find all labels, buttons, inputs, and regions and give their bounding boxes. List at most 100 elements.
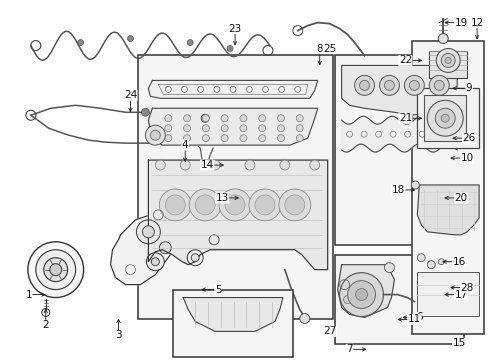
- Circle shape: [310, 160, 319, 170]
- Circle shape: [259, 135, 266, 141]
- Polygon shape: [148, 160, 328, 270]
- Text: 28: 28: [461, 283, 474, 293]
- Polygon shape: [183, 298, 283, 332]
- Text: 11: 11: [408, 314, 421, 324]
- Text: 24: 24: [124, 90, 137, 100]
- Circle shape: [296, 115, 303, 122]
- Text: 7: 7: [346, 345, 353, 354]
- Circle shape: [277, 115, 285, 122]
- Circle shape: [340, 273, 384, 316]
- Circle shape: [360, 80, 369, 90]
- Text: 8: 8: [317, 44, 323, 54]
- Bar: [335, 255, 464, 345]
- Circle shape: [427, 261, 435, 269]
- Circle shape: [155, 160, 165, 170]
- Circle shape: [435, 108, 455, 128]
- Circle shape: [441, 54, 455, 67]
- Circle shape: [210, 160, 220, 170]
- Circle shape: [165, 125, 172, 132]
- Text: 13: 13: [216, 193, 229, 203]
- Circle shape: [221, 135, 228, 141]
- Circle shape: [412, 181, 419, 189]
- Circle shape: [259, 115, 266, 122]
- Circle shape: [165, 115, 172, 122]
- Circle shape: [191, 254, 199, 262]
- Circle shape: [159, 242, 171, 254]
- Text: 12: 12: [470, 18, 484, 28]
- Circle shape: [28, 242, 84, 298]
- Polygon shape: [417, 185, 479, 235]
- Text: 3: 3: [115, 330, 122, 341]
- Circle shape: [184, 125, 191, 132]
- Circle shape: [245, 160, 255, 170]
- Circle shape: [427, 100, 463, 136]
- Bar: [173, 289, 293, 357]
- Circle shape: [184, 135, 191, 141]
- Bar: [335, 55, 464, 245]
- Circle shape: [50, 264, 62, 276]
- Bar: [413, 41, 484, 334]
- Text: 26: 26: [463, 133, 476, 143]
- Circle shape: [355, 75, 374, 95]
- Circle shape: [184, 115, 191, 122]
- Circle shape: [195, 195, 215, 215]
- Circle shape: [343, 296, 352, 303]
- Circle shape: [225, 195, 245, 215]
- Polygon shape: [111, 215, 180, 285]
- Circle shape: [136, 220, 160, 244]
- Text: 17: 17: [455, 289, 468, 300]
- Circle shape: [219, 189, 251, 221]
- Circle shape: [42, 309, 50, 316]
- Circle shape: [438, 259, 444, 265]
- Polygon shape: [342, 66, 457, 115]
- Circle shape: [255, 195, 275, 215]
- Polygon shape: [338, 265, 394, 318]
- Circle shape: [77, 40, 84, 45]
- Circle shape: [404, 75, 424, 95]
- Circle shape: [150, 130, 160, 140]
- Text: 4: 4: [182, 140, 189, 150]
- Circle shape: [187, 40, 193, 45]
- Circle shape: [356, 289, 368, 301]
- Circle shape: [429, 75, 449, 95]
- Text: 1: 1: [25, 289, 32, 300]
- Circle shape: [347, 280, 375, 309]
- Circle shape: [436, 49, 460, 72]
- Circle shape: [240, 135, 247, 141]
- Circle shape: [189, 189, 221, 221]
- Circle shape: [240, 115, 247, 122]
- Text: 27: 27: [323, 327, 336, 336]
- Circle shape: [434, 80, 444, 90]
- Circle shape: [180, 160, 190, 170]
- Circle shape: [196, 343, 204, 351]
- Text: 23: 23: [228, 24, 242, 33]
- Circle shape: [445, 58, 451, 63]
- Text: 6: 6: [416, 312, 423, 323]
- Bar: [424, 95, 466, 141]
- Circle shape: [279, 189, 311, 221]
- Circle shape: [438, 33, 448, 44]
- Text: 9: 9: [466, 84, 472, 93]
- Circle shape: [44, 258, 68, 282]
- Text: 16: 16: [453, 257, 466, 267]
- Circle shape: [151, 258, 159, 266]
- Circle shape: [417, 254, 425, 262]
- Circle shape: [280, 160, 290, 170]
- Text: 20: 20: [455, 193, 468, 203]
- Circle shape: [159, 189, 191, 221]
- Text: 10: 10: [461, 153, 474, 163]
- Polygon shape: [148, 80, 318, 98]
- Circle shape: [165, 135, 172, 141]
- Circle shape: [221, 115, 228, 122]
- Bar: [417, 272, 479, 316]
- Circle shape: [165, 195, 185, 215]
- Circle shape: [240, 125, 247, 132]
- Circle shape: [300, 314, 310, 323]
- Text: 22: 22: [399, 55, 412, 66]
- Bar: [429, 50, 467, 78]
- Circle shape: [202, 125, 209, 132]
- Circle shape: [127, 36, 133, 41]
- Text: 15: 15: [453, 338, 466, 348]
- Text: 2: 2: [43, 320, 49, 330]
- Text: 5: 5: [215, 284, 221, 294]
